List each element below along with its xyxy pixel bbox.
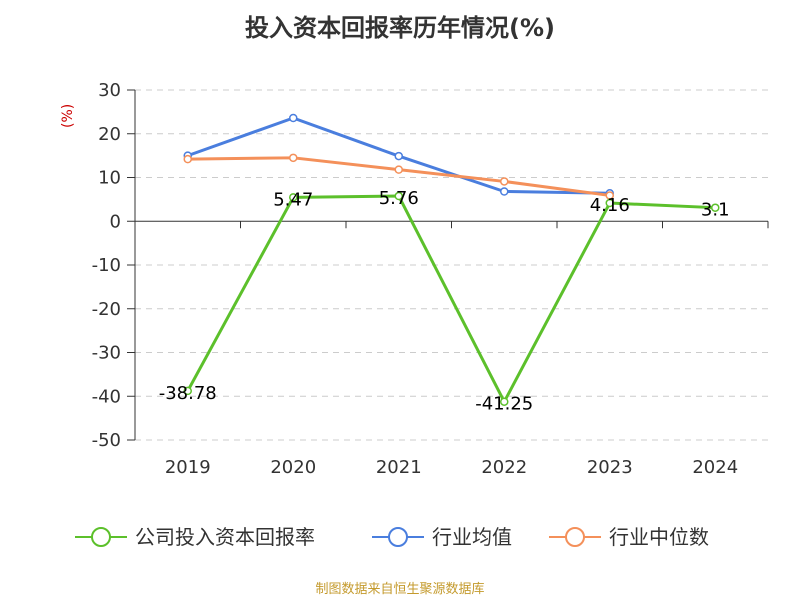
y-tick-label: 30 bbox=[98, 80, 121, 101]
data-point bbox=[500, 187, 509, 196]
data-point bbox=[394, 151, 403, 161]
data-point bbox=[289, 153, 298, 163]
y-tick-label: -20 bbox=[92, 299, 121, 320]
data-label: 4.16 bbox=[590, 195, 630, 216]
data-label: 3.1 bbox=[701, 200, 730, 221]
legend-marker bbox=[388, 527, 408, 547]
x-tick-label: 2024 bbox=[692, 457, 738, 478]
legend-marker bbox=[565, 527, 585, 547]
data-label: 5.76 bbox=[379, 188, 419, 209]
x-tick-label: 2019 bbox=[165, 457, 211, 478]
y-tick-label: 20 bbox=[98, 124, 121, 145]
y-tick-label: -10 bbox=[92, 255, 121, 276]
legend-marker bbox=[91, 527, 111, 547]
x-tick-label: 2020 bbox=[270, 457, 316, 478]
y-tick-label: 10 bbox=[98, 168, 121, 189]
data-point bbox=[500, 397, 509, 406]
legend-label: 行业中位数 bbox=[609, 525, 709, 549]
data-point bbox=[394, 165, 403, 174]
data-point bbox=[289, 113, 298, 123]
data-point bbox=[605, 198, 614, 208]
series-line bbox=[186, 194, 716, 404]
x-tick-label: 2023 bbox=[587, 457, 633, 478]
y-tick-label: -50 bbox=[92, 430, 121, 451]
data-point bbox=[394, 191, 403, 201]
data-point bbox=[500, 177, 509, 186]
data-point bbox=[183, 386, 192, 396]
y-tick-label: -30 bbox=[92, 343, 121, 364]
legend-label: 行业均值 bbox=[432, 525, 512, 549]
x-tick-label: 2021 bbox=[376, 457, 422, 478]
chart-title: 投入资本回报率历年情况(%) bbox=[245, 14, 555, 42]
source-note: 制图数据来自恒生聚源数据库 bbox=[315, 582, 485, 597]
y-tick-label: -40 bbox=[92, 386, 121, 407]
data-label: -38.78 bbox=[159, 383, 217, 404]
x-tick-label: 2022 bbox=[481, 457, 527, 478]
data-point bbox=[289, 193, 298, 202]
y-tick-label: 0 bbox=[110, 211, 121, 232]
legend-label: 公司投入资本回报率 bbox=[135, 525, 315, 549]
data-label: 5.47 bbox=[273, 189, 313, 210]
data-point bbox=[711, 203, 720, 212]
data-point bbox=[183, 154, 192, 164]
data-label: -41.25 bbox=[475, 394, 533, 415]
